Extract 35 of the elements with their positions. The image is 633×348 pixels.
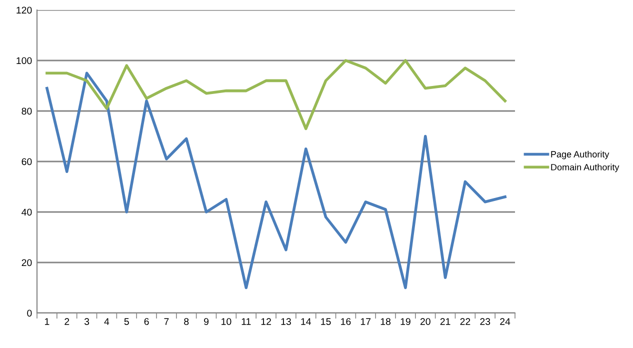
x-tick-label: 7 [164, 318, 169, 325]
x-tick-label: 6 [144, 318, 149, 325]
y-tick-label: 120 [16, 6, 32, 14]
x-tick-label: 18 [380, 318, 391, 325]
x-tick-label: 2 [64, 318, 70, 325]
y-tick-label: 100 [16, 57, 32, 64]
legend-label: Domain Authority [551, 164, 620, 172]
y-tick-label: 20 [22, 259, 32, 266]
x-tick-label: 19 [400, 318, 410, 325]
x-tick-label: 17 [360, 318, 371, 325]
x-tick-label: 15 [321, 318, 331, 325]
x-tick-label: 5 [124, 318, 129, 325]
x-tick-label: 21 [440, 318, 450, 325]
x-tick-label: 23 [480, 318, 490, 325]
y-tick-label: 60 [22, 158, 32, 166]
x-tick-label: 14 [301, 318, 311, 325]
x-tick-label: 10 [222, 318, 232, 325]
x-tick-label: 22 [460, 318, 470, 325]
x-tick-label: 1 [44, 318, 50, 325]
x-tick-label: 9 [204, 318, 209, 325]
line-series [46, 72, 506, 290]
x-tick-label: 8 [184, 318, 189, 325]
line-series [46, 59, 506, 130]
x-tick-label: 3 [84, 318, 90, 325]
x-tick-label: 4 [104, 318, 110, 325]
x-tick-label: 13 [281, 318, 291, 325]
legend-label: Page Authority [551, 150, 610, 160]
y-tick-label: 0 [27, 310, 32, 317]
x-tick-label: 12 [261, 318, 271, 325]
y-tick-label: 80 [22, 108, 32, 115]
x-tick-label: 24 [500, 318, 510, 325]
x-tick-label: 20 [420, 318, 430, 325]
x-tick-label: 16 [341, 318, 351, 325]
x-tick-label: 11 [242, 318, 251, 325]
y-tick-label: 40 [22, 208, 32, 216]
